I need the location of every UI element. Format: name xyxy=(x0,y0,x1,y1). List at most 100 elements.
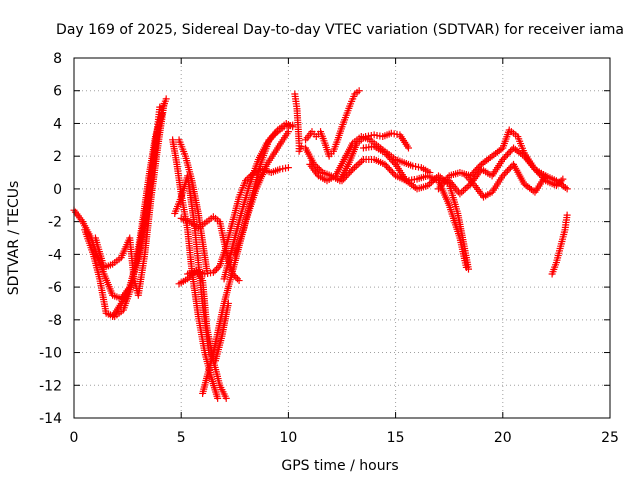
data-marker xyxy=(468,170,476,178)
series-arc-19 xyxy=(359,142,472,273)
data-marker xyxy=(214,263,222,271)
series-arc-2 xyxy=(81,110,166,321)
data-point xyxy=(563,185,571,193)
data-marker xyxy=(347,167,355,175)
series-arc-14 xyxy=(291,90,305,155)
data-point xyxy=(531,165,539,173)
y-tick-label: 0 xyxy=(53,182,62,198)
data-point xyxy=(214,394,222,402)
series-arc-7 xyxy=(175,136,211,275)
data-marker xyxy=(390,159,398,167)
data-marker xyxy=(346,169,354,177)
data-point xyxy=(552,182,560,190)
data-marker xyxy=(556,178,564,186)
data-marker xyxy=(505,149,513,157)
data-marker xyxy=(390,170,398,178)
series-arc-13 xyxy=(231,119,297,258)
data-point xyxy=(209,268,217,276)
series-arc-22 xyxy=(462,160,550,201)
data-marker xyxy=(554,180,562,188)
data-marker xyxy=(384,164,392,172)
y-tick-label: 8 xyxy=(53,51,62,67)
data-marker xyxy=(387,167,395,175)
x-tick-label: 20 xyxy=(494,430,512,446)
chart-title: Day 169 of 2025, Sidereal Day-to-day VTE… xyxy=(56,22,624,38)
data-marker xyxy=(500,154,508,162)
y-tick-label: -2 xyxy=(48,215,62,231)
data-marker xyxy=(505,165,513,173)
data-point xyxy=(235,277,243,285)
data-marker xyxy=(534,169,542,177)
data-marker xyxy=(344,170,352,178)
y-tick-label: 6 xyxy=(53,84,62,100)
x-tick-label: 25 xyxy=(601,430,619,446)
data-point xyxy=(355,87,363,95)
x-tick-label: 5 xyxy=(177,430,186,446)
plot-frame xyxy=(73,57,611,419)
series-arc-4 xyxy=(109,103,164,321)
data-point xyxy=(284,128,292,136)
data-marker xyxy=(506,147,514,155)
data-point xyxy=(499,155,507,163)
data-marker xyxy=(233,275,241,283)
y-tick-label: 2 xyxy=(53,149,62,165)
series-arc-23 xyxy=(548,211,571,278)
data-point xyxy=(297,142,305,150)
x-tick-label: 0 xyxy=(70,430,79,446)
data-marker xyxy=(213,265,221,273)
data-point xyxy=(242,177,250,185)
data-marker xyxy=(503,151,511,159)
series-arc-15 xyxy=(302,87,363,160)
y-tick-label: -14 xyxy=(39,411,62,427)
x-axis-label: GPS time / hours xyxy=(281,458,398,474)
data-marker xyxy=(315,165,323,173)
data-marks xyxy=(70,87,571,402)
series-arc-3 xyxy=(91,100,168,299)
data-marker xyxy=(382,162,390,170)
y-tick-label: 4 xyxy=(53,116,62,132)
data-marker xyxy=(500,170,508,178)
data-marker xyxy=(340,175,348,183)
data-point xyxy=(464,265,472,273)
data-marker xyxy=(506,164,514,172)
y-tick-label: -8 xyxy=(48,313,62,329)
data-point xyxy=(156,103,164,111)
x-tick-label: 10 xyxy=(279,430,297,446)
data-marker xyxy=(503,167,511,175)
data-point xyxy=(338,177,346,185)
data-marker xyxy=(532,167,540,175)
data-marker xyxy=(389,169,397,177)
data-point xyxy=(160,100,168,108)
data-point xyxy=(559,175,567,183)
data-point xyxy=(381,149,389,157)
data-point xyxy=(162,95,170,103)
data-point xyxy=(381,160,389,168)
data-marker xyxy=(389,157,397,165)
data-point xyxy=(222,394,230,402)
data-marker xyxy=(317,167,325,175)
data-point xyxy=(542,172,550,180)
data-marker xyxy=(384,152,392,160)
data-marker xyxy=(502,169,510,177)
data-marker xyxy=(536,170,544,178)
data-marker xyxy=(341,173,349,181)
y-tick-label: -4 xyxy=(48,247,62,263)
data-marker xyxy=(211,267,219,275)
y-tick-label: -10 xyxy=(39,346,62,362)
data-marker xyxy=(385,154,393,162)
series-arc-12 xyxy=(220,121,297,283)
data-point xyxy=(563,211,571,219)
data-marker xyxy=(382,151,390,159)
data-marker xyxy=(557,177,565,185)
data-point xyxy=(499,172,507,180)
tick-labels: 0 5 10 15 20 25 -14 -12 -10 -8 -6 -4 -2 0 2 4 6 8 xyxy=(39,51,619,446)
y-tick-label: -12 xyxy=(39,378,62,394)
y-tick-label: -6 xyxy=(48,280,62,296)
data-point xyxy=(404,144,412,152)
data-marker xyxy=(343,172,351,180)
data-marker xyxy=(502,152,510,160)
y-axis-label: SDTVAR / TECUs xyxy=(6,181,22,296)
x-tick-label: 15 xyxy=(387,430,405,446)
